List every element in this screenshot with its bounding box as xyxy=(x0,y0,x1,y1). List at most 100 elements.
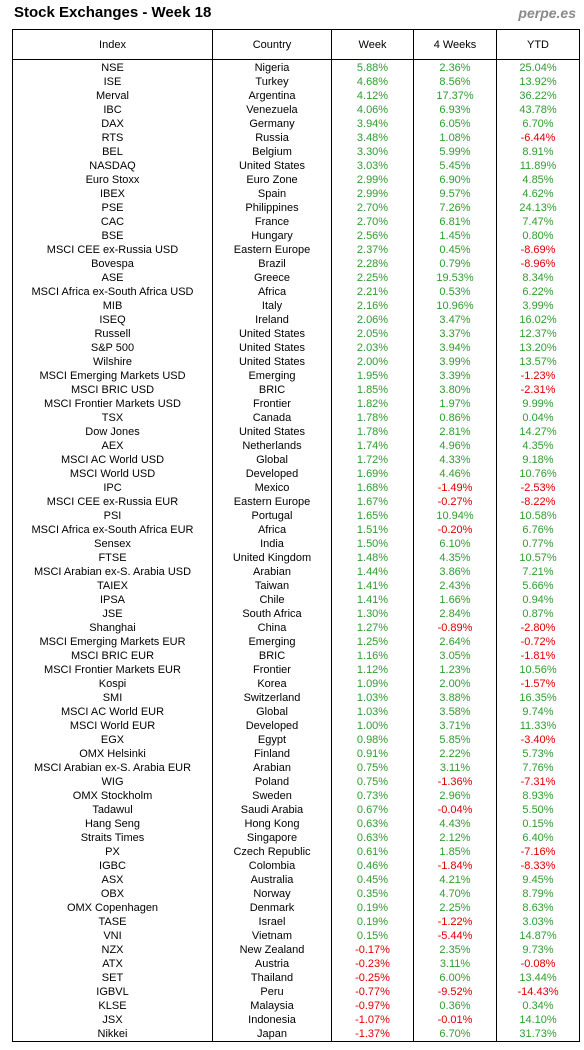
country-cell: Indonesia xyxy=(212,1013,332,1027)
table-row: JSE South Africa 1.30% 2.84% 0.87% xyxy=(12,607,580,621)
country-cell: United States xyxy=(212,355,332,369)
column-header: YTD xyxy=(496,29,580,60)
week-cell: -0.17% xyxy=(331,943,414,957)
four-weeks-cell: 3.94% xyxy=(413,341,497,355)
index-cell: IPC xyxy=(12,481,213,495)
week-cell: 1.65% xyxy=(331,509,414,523)
index-cell: MSCI World EUR xyxy=(12,719,213,733)
country-cell: China xyxy=(212,621,332,635)
index-cell: MSCI AC World USD xyxy=(12,453,213,467)
week-cell: 1.85% xyxy=(331,383,414,397)
index-cell: MSCI World USD xyxy=(12,467,213,481)
country-cell: Germany xyxy=(212,117,332,131)
ytd-cell: 13.92% xyxy=(496,75,580,89)
four-weeks-cell: 3.80% xyxy=(413,383,497,397)
four-weeks-cell: 17.37% xyxy=(413,89,497,103)
four-weeks-cell: 3.86% xyxy=(413,565,497,579)
four-weeks-cell: -1.22% xyxy=(413,915,497,929)
country-cell: Developed xyxy=(212,719,332,733)
country-cell: Russia xyxy=(212,131,332,145)
country-cell: Israel xyxy=(212,915,332,929)
country-cell: Finland xyxy=(212,747,332,761)
ytd-cell: -0.08% xyxy=(496,957,580,971)
index-cell: CAC xyxy=(12,215,213,229)
country-cell: New Zealand xyxy=(212,943,332,957)
ytd-cell: -8.96% xyxy=(496,257,580,271)
country-cell: Portugal xyxy=(212,509,332,523)
four-weeks-cell: 3.11% xyxy=(413,957,497,971)
country-cell: Hong Kong xyxy=(212,817,332,831)
index-cell: NZX xyxy=(12,943,213,957)
week-cell: 2.06% xyxy=(331,313,414,327)
country-cell: France xyxy=(212,215,332,229)
column-header: Index xyxy=(12,29,213,60)
country-cell: Korea xyxy=(212,677,332,691)
country-cell: Netherlands xyxy=(212,439,332,453)
country-cell: Global xyxy=(212,705,332,719)
index-cell: ISE xyxy=(12,75,213,89)
ytd-cell: 9.45% xyxy=(496,873,580,887)
ytd-cell: 13.20% xyxy=(496,341,580,355)
week-cell: 1.78% xyxy=(331,425,414,439)
table-row: Tadawul Saudi Arabia 0.67% -0.04% 5.50% xyxy=(12,803,580,817)
table-row: TASE Israel 0.19% -1.22% 3.03% xyxy=(12,915,580,929)
index-cell: BEL xyxy=(12,145,213,159)
index-cell: MSCI Emerging Markets EUR xyxy=(12,635,213,649)
index-cell: Sensex xyxy=(12,537,213,551)
four-weeks-cell: 5.99% xyxy=(413,145,497,159)
table-row: NZX New Zealand -0.17% 2.35% 9.73% xyxy=(12,943,580,957)
four-weeks-cell: 4.21% xyxy=(413,873,497,887)
ytd-cell: 10.58% xyxy=(496,509,580,523)
country-cell: Egypt xyxy=(212,733,332,747)
four-weeks-cell: 2.81% xyxy=(413,425,497,439)
ytd-cell: 24.13% xyxy=(496,201,580,215)
four-weeks-cell: 2.64% xyxy=(413,635,497,649)
country-cell: Ireland xyxy=(212,313,332,327)
ytd-cell: 14.87% xyxy=(496,929,580,943)
index-cell: KLSE xyxy=(12,999,213,1013)
table-row: Wilshire United States 2.00% 3.99% 13.57% xyxy=(12,355,580,369)
week-cell: 0.91% xyxy=(331,747,414,761)
site-name: perpe.es xyxy=(518,5,576,21)
week-cell: -0.25% xyxy=(331,971,414,985)
ytd-cell: 4.62% xyxy=(496,187,580,201)
table-row: Straits Times Singapore 0.63% 2.12% 6.40% xyxy=(12,831,580,845)
table-row: JSX Indonesia -1.07% -0.01% 14.10% xyxy=(12,1013,580,1027)
country-cell: Emerging xyxy=(212,635,332,649)
week-cell: 1.30% xyxy=(331,607,414,621)
country-cell: Global xyxy=(212,453,332,467)
week-cell: 4.06% xyxy=(331,103,414,117)
four-weeks-cell: 0.36% xyxy=(413,999,497,1013)
four-weeks-cell: 0.86% xyxy=(413,411,497,425)
week-cell: 1.67% xyxy=(331,495,414,509)
index-cell: MSCI BRIC EUR xyxy=(12,649,213,663)
ytd-cell: 0.04% xyxy=(496,411,580,425)
country-cell: Eastern Europe xyxy=(212,243,332,257)
four-weeks-cell: 0.45% xyxy=(413,243,497,257)
four-weeks-cell: 2.36% xyxy=(413,59,497,75)
table-row: Nikkei Japan -1.37% 6.70% 31.73% xyxy=(12,1027,580,1042)
country-cell: Vietnam xyxy=(212,929,332,943)
index-cell: JSX xyxy=(12,1013,213,1027)
column-header: Week xyxy=(331,29,414,60)
four-weeks-cell: 4.96% xyxy=(413,439,497,453)
table-row: IBC Venezuela 4.06% 6.93% 43.78% xyxy=(12,103,580,117)
week-cell: 1.00% xyxy=(331,719,414,733)
index-cell: IGBVL xyxy=(12,985,213,999)
week-cell: 0.75% xyxy=(331,775,414,789)
index-cell: JSE xyxy=(12,607,213,621)
country-cell: Saudi Arabia xyxy=(212,803,332,817)
ytd-cell: 11.33% xyxy=(496,719,580,733)
country-cell: India xyxy=(212,537,332,551)
country-cell: United States xyxy=(212,327,332,341)
table-body: NSE Nigeria 5.88% 2.36% 25.04% ISE Turkey 4.68%… xyxy=(12,59,580,1042)
index-cell: PX xyxy=(12,845,213,859)
week-cell: 1.25% xyxy=(331,635,414,649)
index-cell: PSE xyxy=(12,201,213,215)
country-cell: Frontier xyxy=(212,397,332,411)
four-weeks-cell: 5.45% xyxy=(413,159,497,173)
table-row: PSE Philippines 2.70% 7.26% 24.13% xyxy=(12,201,580,215)
index-cell: DAX xyxy=(12,117,213,131)
country-cell: Frontier xyxy=(212,663,332,677)
index-cell: MSCI Arabian ex-S. Arabia USD xyxy=(12,565,213,579)
